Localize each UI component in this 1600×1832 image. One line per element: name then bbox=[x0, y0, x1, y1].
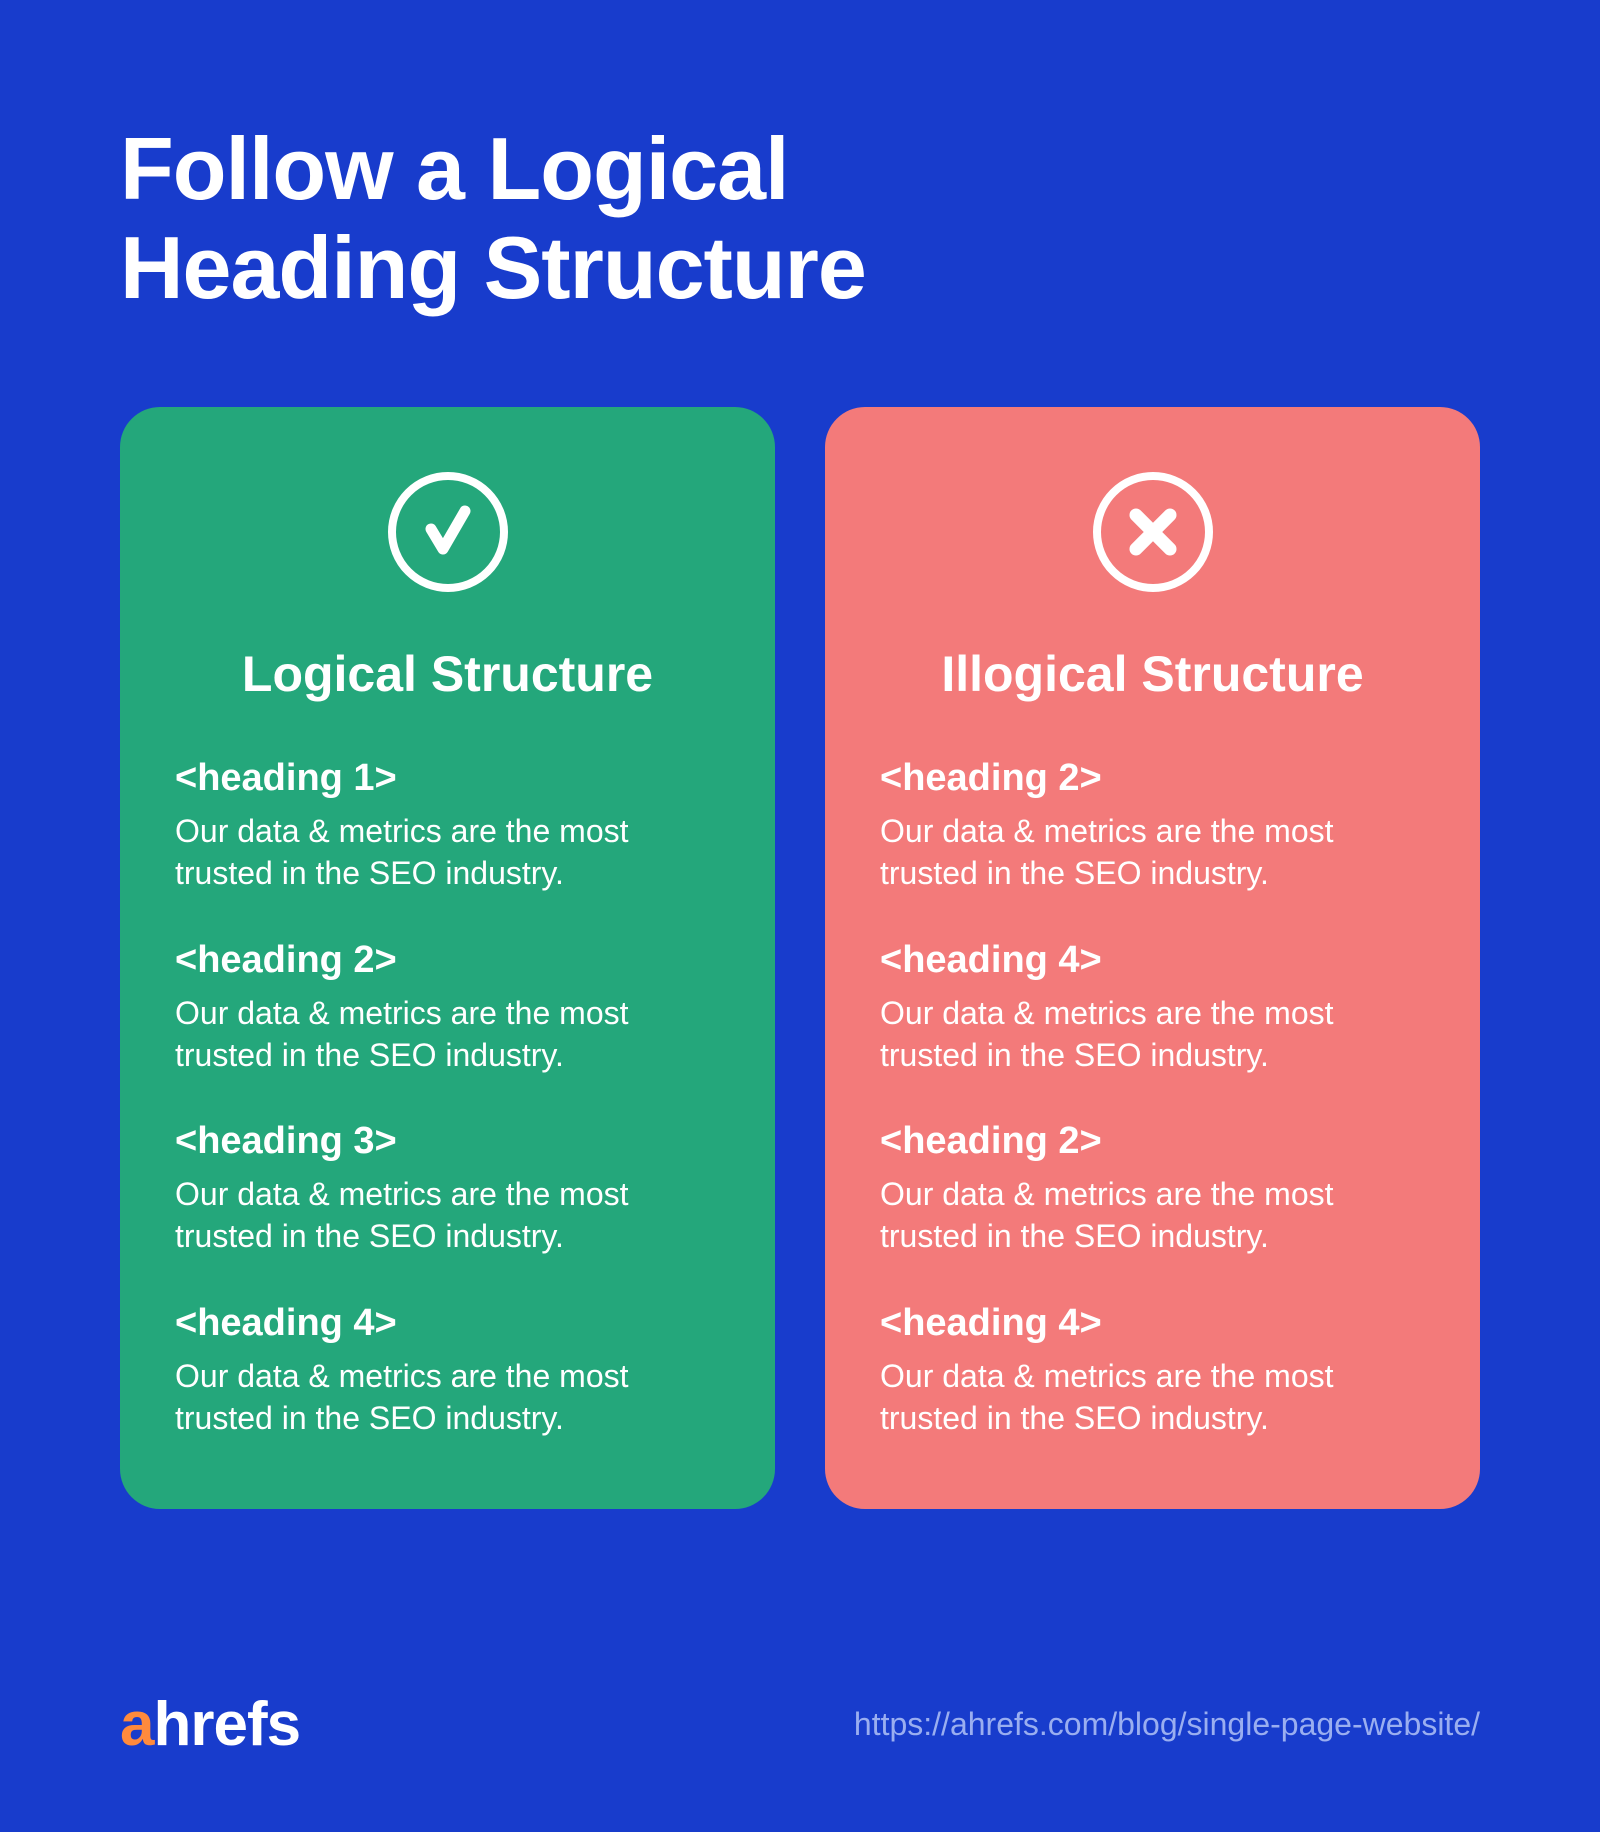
cards-row: Logical Structure <heading 1> Our data &… bbox=[120, 407, 1480, 1509]
heading-body: Our data & metrics are the most trusted … bbox=[175, 1355, 720, 1439]
heading-body: Our data & metrics are the most trusted … bbox=[175, 992, 720, 1076]
heading-label: <heading 4> bbox=[175, 1302, 720, 1345]
title-line-1: Follow a Logical bbox=[120, 119, 789, 218]
heading-label: <heading 1> bbox=[175, 757, 720, 800]
check-icon bbox=[175, 467, 720, 597]
card-logical: Logical Structure <heading 1> Our data &… bbox=[120, 407, 775, 1509]
card-illogical-title: Illogical Structure bbox=[880, 645, 1425, 703]
heading-label: <heading 4> bbox=[880, 1302, 1425, 1345]
heading-group: <heading 2> Our data & metrics are the m… bbox=[175, 939, 720, 1076]
heading-body: Our data & metrics are the most trusted … bbox=[175, 1173, 720, 1257]
card-illogical: Illogical Structure <heading 2> Our data… bbox=[825, 407, 1480, 1509]
heading-label: <heading 2> bbox=[880, 757, 1425, 800]
title-line-2: Heading Structure bbox=[120, 218, 866, 317]
cross-icon bbox=[880, 467, 1425, 597]
heading-group: <heading 3> Our data & metrics are the m… bbox=[175, 1120, 720, 1257]
heading-group: <heading 4> Our data & metrics are the m… bbox=[880, 939, 1425, 1076]
footer: ahrefs https://ahrefs.com/blog/single-pa… bbox=[120, 1689, 1480, 1760]
heading-body: Our data & metrics are the most trusted … bbox=[880, 1355, 1425, 1439]
heading-label: <heading 2> bbox=[175, 939, 720, 982]
logo-accent-letter: a bbox=[120, 1690, 153, 1759]
logo-main-text: hrefs bbox=[153, 1690, 300, 1759]
page-title: Follow a Logical Heading Structure bbox=[120, 120, 1480, 317]
heading-label: <heading 4> bbox=[880, 939, 1425, 982]
heading-label: <heading 2> bbox=[880, 1120, 1425, 1163]
heading-group: <heading 2> Our data & metrics are the m… bbox=[880, 1120, 1425, 1257]
heading-body: Our data & metrics are the most trusted … bbox=[880, 992, 1425, 1076]
infographic-canvas: Follow a Logical Heading Structure Logic… bbox=[0, 0, 1600, 1832]
heading-label: <heading 3> bbox=[175, 1120, 720, 1163]
heading-group: <heading 4> Our data & metrics are the m… bbox=[175, 1302, 720, 1439]
card-logical-title: Logical Structure bbox=[175, 645, 720, 703]
heading-group: <heading 2> Our data & metrics are the m… bbox=[880, 757, 1425, 894]
ahrefs-logo: ahrefs bbox=[120, 1689, 300, 1760]
source-url: https://ahrefs.com/blog/single-page-webs… bbox=[854, 1706, 1480, 1743]
heading-group: <heading 4> Our data & metrics are the m… bbox=[880, 1302, 1425, 1439]
heading-body: Our data & metrics are the most trusted … bbox=[880, 1173, 1425, 1257]
heading-body: Our data & metrics are the most trusted … bbox=[880, 810, 1425, 894]
heading-body: Our data & metrics are the most trusted … bbox=[175, 810, 720, 894]
heading-group: <heading 1> Our data & metrics are the m… bbox=[175, 757, 720, 894]
